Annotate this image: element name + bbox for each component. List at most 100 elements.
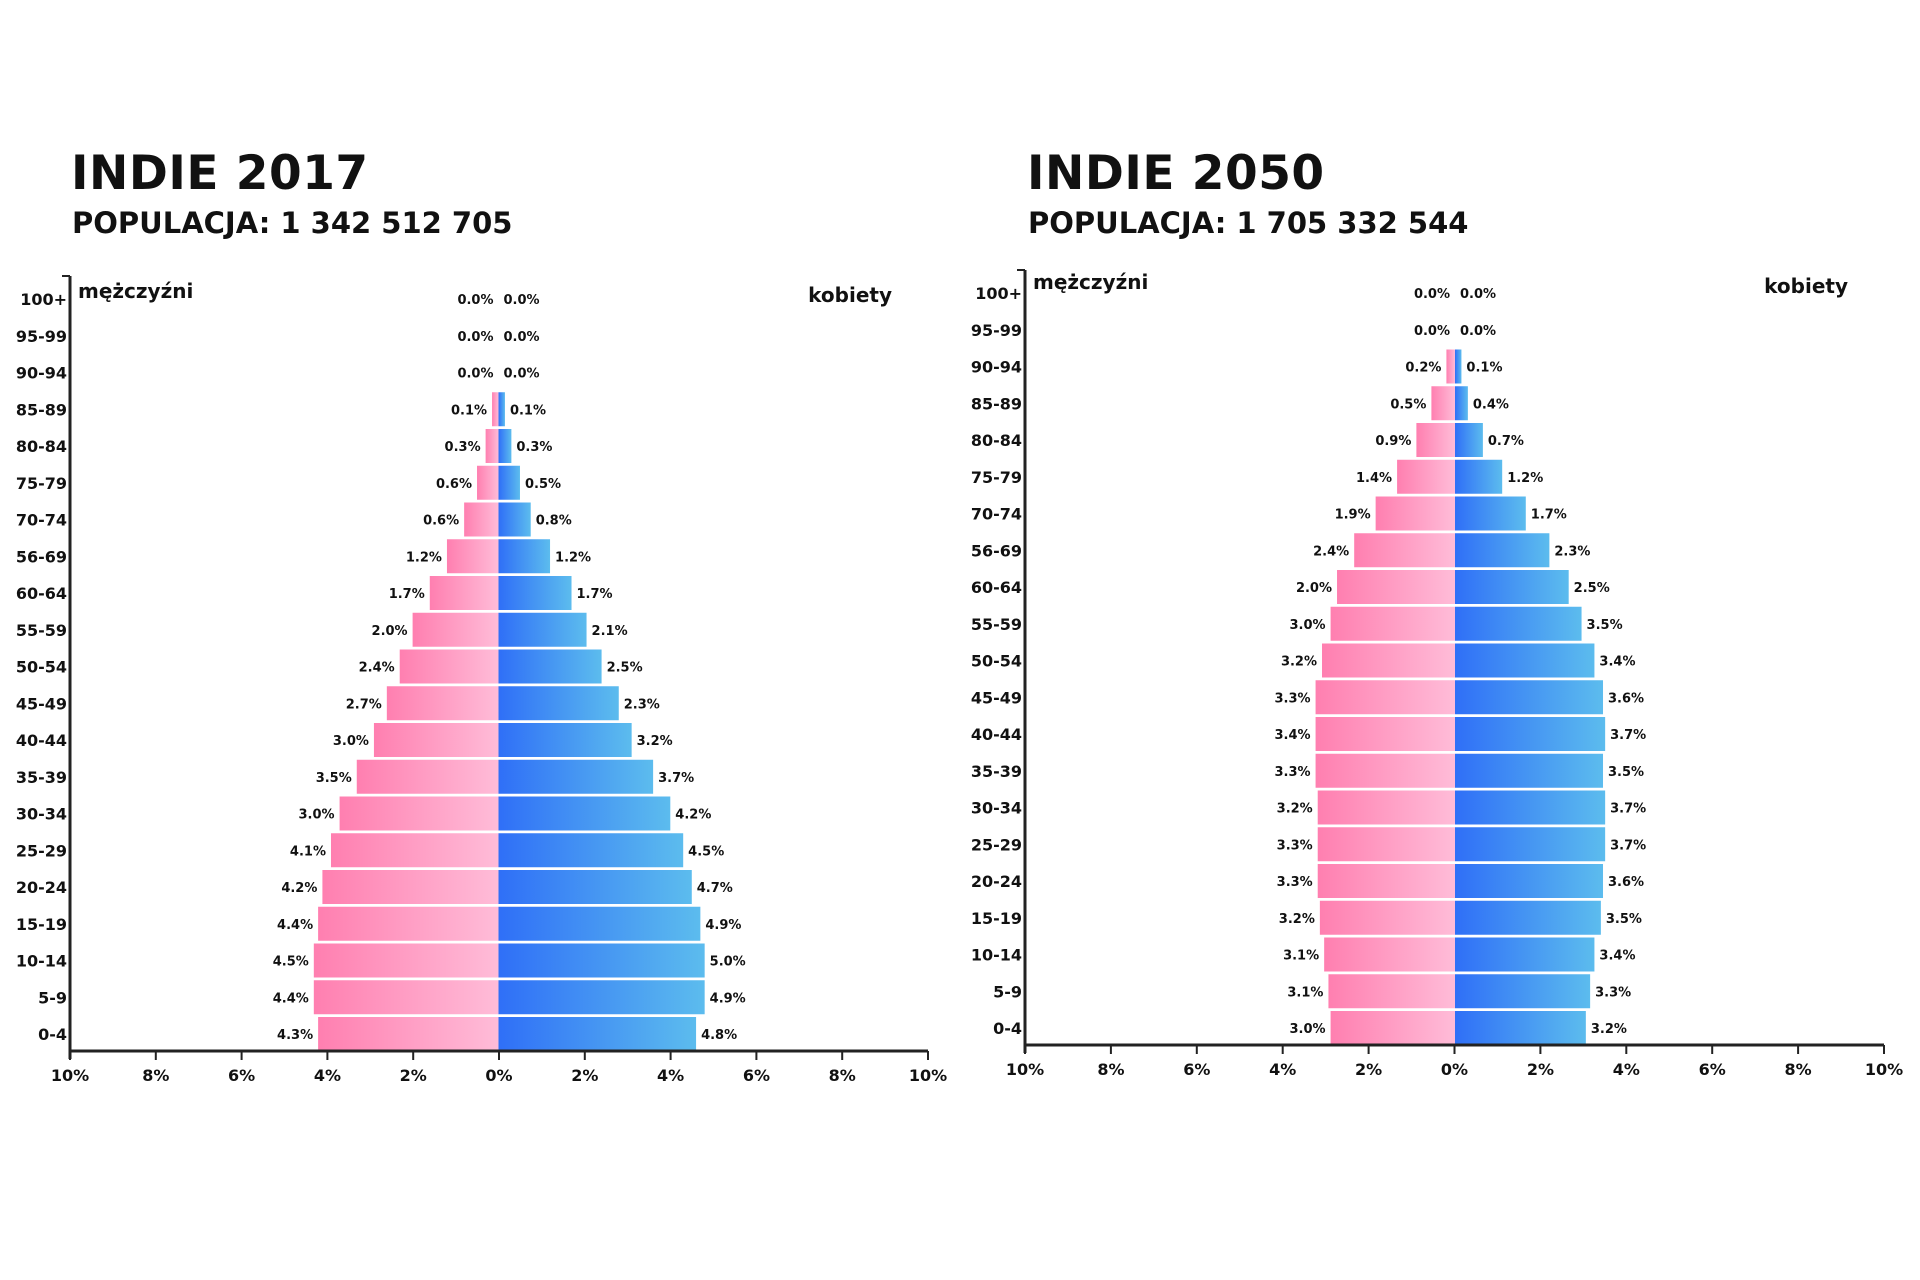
- bar-male-15-19: [318, 906, 499, 941]
- x-tick-label: 2%: [1527, 1060, 1554, 1079]
- bar-male-55-59: [412, 612, 499, 647]
- side-label-women: kobiety: [808, 283, 892, 307]
- value-label-male: 0.3%: [445, 440, 481, 455]
- value-label-male: 3.2%: [1281, 655, 1317, 670]
- bar-male-45-49: [1315, 680, 1455, 715]
- category-label: 75-79: [971, 468, 1022, 487]
- value-label-female: 4.9%: [710, 991, 746, 1006]
- value-label-female: 0.7%: [1488, 434, 1524, 449]
- bar-female-25-29: [498, 833, 684, 868]
- value-label-male: 0.1%: [451, 403, 487, 418]
- x-tick-label: 4%: [1269, 1060, 1296, 1079]
- value-label-male: 3.3%: [1277, 875, 1313, 890]
- category-label: 85-89: [971, 394, 1022, 413]
- bar-male-15-19: [1319, 900, 1455, 935]
- value-label-male: 3.1%: [1287, 985, 1323, 1000]
- bar-male-50-54: [1322, 643, 1455, 678]
- bar-male-70-74: [1375, 496, 1455, 531]
- bar-male-70-74: [464, 502, 499, 537]
- x-tick-label: 2%: [400, 1066, 427, 1085]
- value-label-female: 1.2%: [1507, 471, 1543, 486]
- bar-male-60-64: [429, 576, 499, 610]
- value-label-female: 3.6%: [1608, 875, 1644, 890]
- bar-male-56-69: [446, 539, 499, 574]
- category-label: 40-44: [16, 731, 67, 750]
- value-label-male: 3.0%: [1290, 1022, 1326, 1037]
- value-label-female: 4.2%: [675, 808, 711, 823]
- value-label-male: 0.2%: [1405, 361, 1441, 376]
- chart-2-subtitle: POPULACJA: 1 705 332 544: [1028, 206, 1469, 240]
- bar-female-15-19: [498, 906, 701, 941]
- x-tick-label: 0%: [1441, 1060, 1468, 1079]
- category-label: 90-94: [971, 358, 1022, 377]
- value-label-male: 1.4%: [1356, 471, 1392, 486]
- value-label-female: 1.7%: [1531, 508, 1567, 523]
- value-label-female: 5.0%: [710, 955, 746, 970]
- bar-female-45-49: [498, 686, 619, 721]
- value-label-female: 4.9%: [705, 918, 741, 933]
- category-label: 75-79: [16, 474, 67, 493]
- value-label-female: 0.8%: [536, 514, 572, 529]
- bar-male-20-24: [1317, 864, 1455, 898]
- category-label: 100+: [20, 290, 67, 309]
- value-label-male: 1.7%: [389, 587, 425, 602]
- value-label-male: 4.4%: [277, 918, 313, 933]
- value-label-male: 4.1%: [290, 844, 326, 859]
- x-tick-label: 6%: [1183, 1060, 1210, 1079]
- bar-female-20-24: [1455, 864, 1604, 898]
- bar-male-80-84: [485, 429, 499, 463]
- x-tick-label: 6%: [743, 1066, 770, 1085]
- category-label: 20-24: [971, 872, 1022, 891]
- bar-female-50-54: [498, 649, 602, 684]
- bar-male-60-64: [1337, 570, 1455, 604]
- bar-female-56-69: [498, 539, 551, 574]
- bar-female-70-74: [1455, 496, 1526, 531]
- value-label-male: 3.3%: [1277, 838, 1313, 853]
- bar-male-10-14: [1324, 937, 1455, 972]
- value-label-male: 1.9%: [1335, 508, 1371, 523]
- category-label: 0-4: [993, 1019, 1022, 1038]
- value-label-female: 3.2%: [1591, 1022, 1627, 1037]
- category-label: 56-69: [16, 547, 67, 566]
- bar-male-5-9: [313, 980, 499, 1015]
- category-label: 60-64: [16, 584, 67, 603]
- value-label-male: 2.4%: [359, 661, 395, 676]
- value-label-female: 4.7%: [697, 881, 733, 896]
- bar-male-35-39: [356, 759, 499, 794]
- bar-female-40-44: [498, 723, 632, 757]
- bar-male-80-84: [1416, 423, 1455, 457]
- category-label: 55-59: [971, 615, 1022, 634]
- bar-male-55-59: [1330, 606, 1455, 641]
- value-label-male: 3.2%: [1277, 802, 1313, 817]
- bar-female-55-59: [1455, 606, 1582, 641]
- x-tick-label: 2%: [1355, 1060, 1382, 1079]
- category-label: 10-14: [971, 946, 1022, 965]
- bar-female-10-14: [1455, 937, 1595, 972]
- x-tick-label: 6%: [1699, 1060, 1726, 1079]
- x-tick-label: 4%: [657, 1066, 684, 1085]
- value-label-female: 2.3%: [624, 697, 660, 712]
- category-label: 0-4: [38, 1025, 67, 1044]
- value-label-female: 0.1%: [510, 403, 546, 418]
- x-tick-label: 10%: [1006, 1060, 1044, 1079]
- value-label-male: 0.0%: [457, 330, 493, 345]
- value-label-male: 3.0%: [333, 734, 369, 749]
- bar-male-30-34: [339, 796, 499, 831]
- value-label-female: 3.5%: [1606, 912, 1642, 927]
- side-label-women: kobiety: [1764, 274, 1848, 298]
- category-label: 55-59: [16, 621, 67, 640]
- bar-male-50-54: [399, 649, 499, 684]
- category-label: 15-19: [16, 915, 67, 934]
- x-tick-label: 8%: [142, 1066, 169, 1085]
- value-label-male: 2.4%: [1313, 544, 1349, 559]
- bar-male-85-89: [1431, 386, 1455, 421]
- bar-male-75-79: [477, 465, 499, 500]
- bar-female-10-14: [498, 943, 705, 978]
- bar-male-90-94: [1446, 349, 1455, 384]
- bar-female-80-84: [498, 429, 512, 463]
- value-label-male: 2.0%: [1296, 581, 1332, 596]
- value-label-male: 4.3%: [277, 1028, 313, 1043]
- value-label-female: 0.0%: [504, 330, 540, 345]
- value-label-female: 3.4%: [1599, 655, 1635, 670]
